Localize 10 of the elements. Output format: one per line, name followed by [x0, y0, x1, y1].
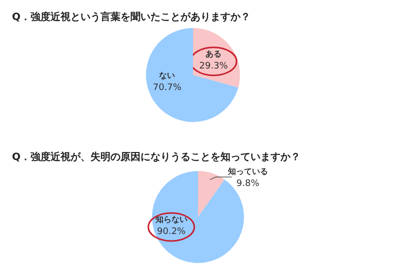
slice-label: ある [206, 49, 222, 58]
chart-title: Q．強度近視という言葉を聞いたことがありますか？ [12, 11, 251, 23]
chart-title: Q．強度近視が、失明の原因になりうることを知っていますか？ [12, 151, 301, 163]
slice-label: 知っている [226, 167, 268, 176]
data-label: 29.3% [199, 61, 228, 72]
data-label: 70.7% [152, 83, 182, 93]
data-label: 9.8% [236, 179, 260, 189]
data-label: 90.2% [157, 227, 186, 237]
slice-label: ない [159, 71, 176, 80]
slice-label: 知らない [154, 215, 188, 224]
